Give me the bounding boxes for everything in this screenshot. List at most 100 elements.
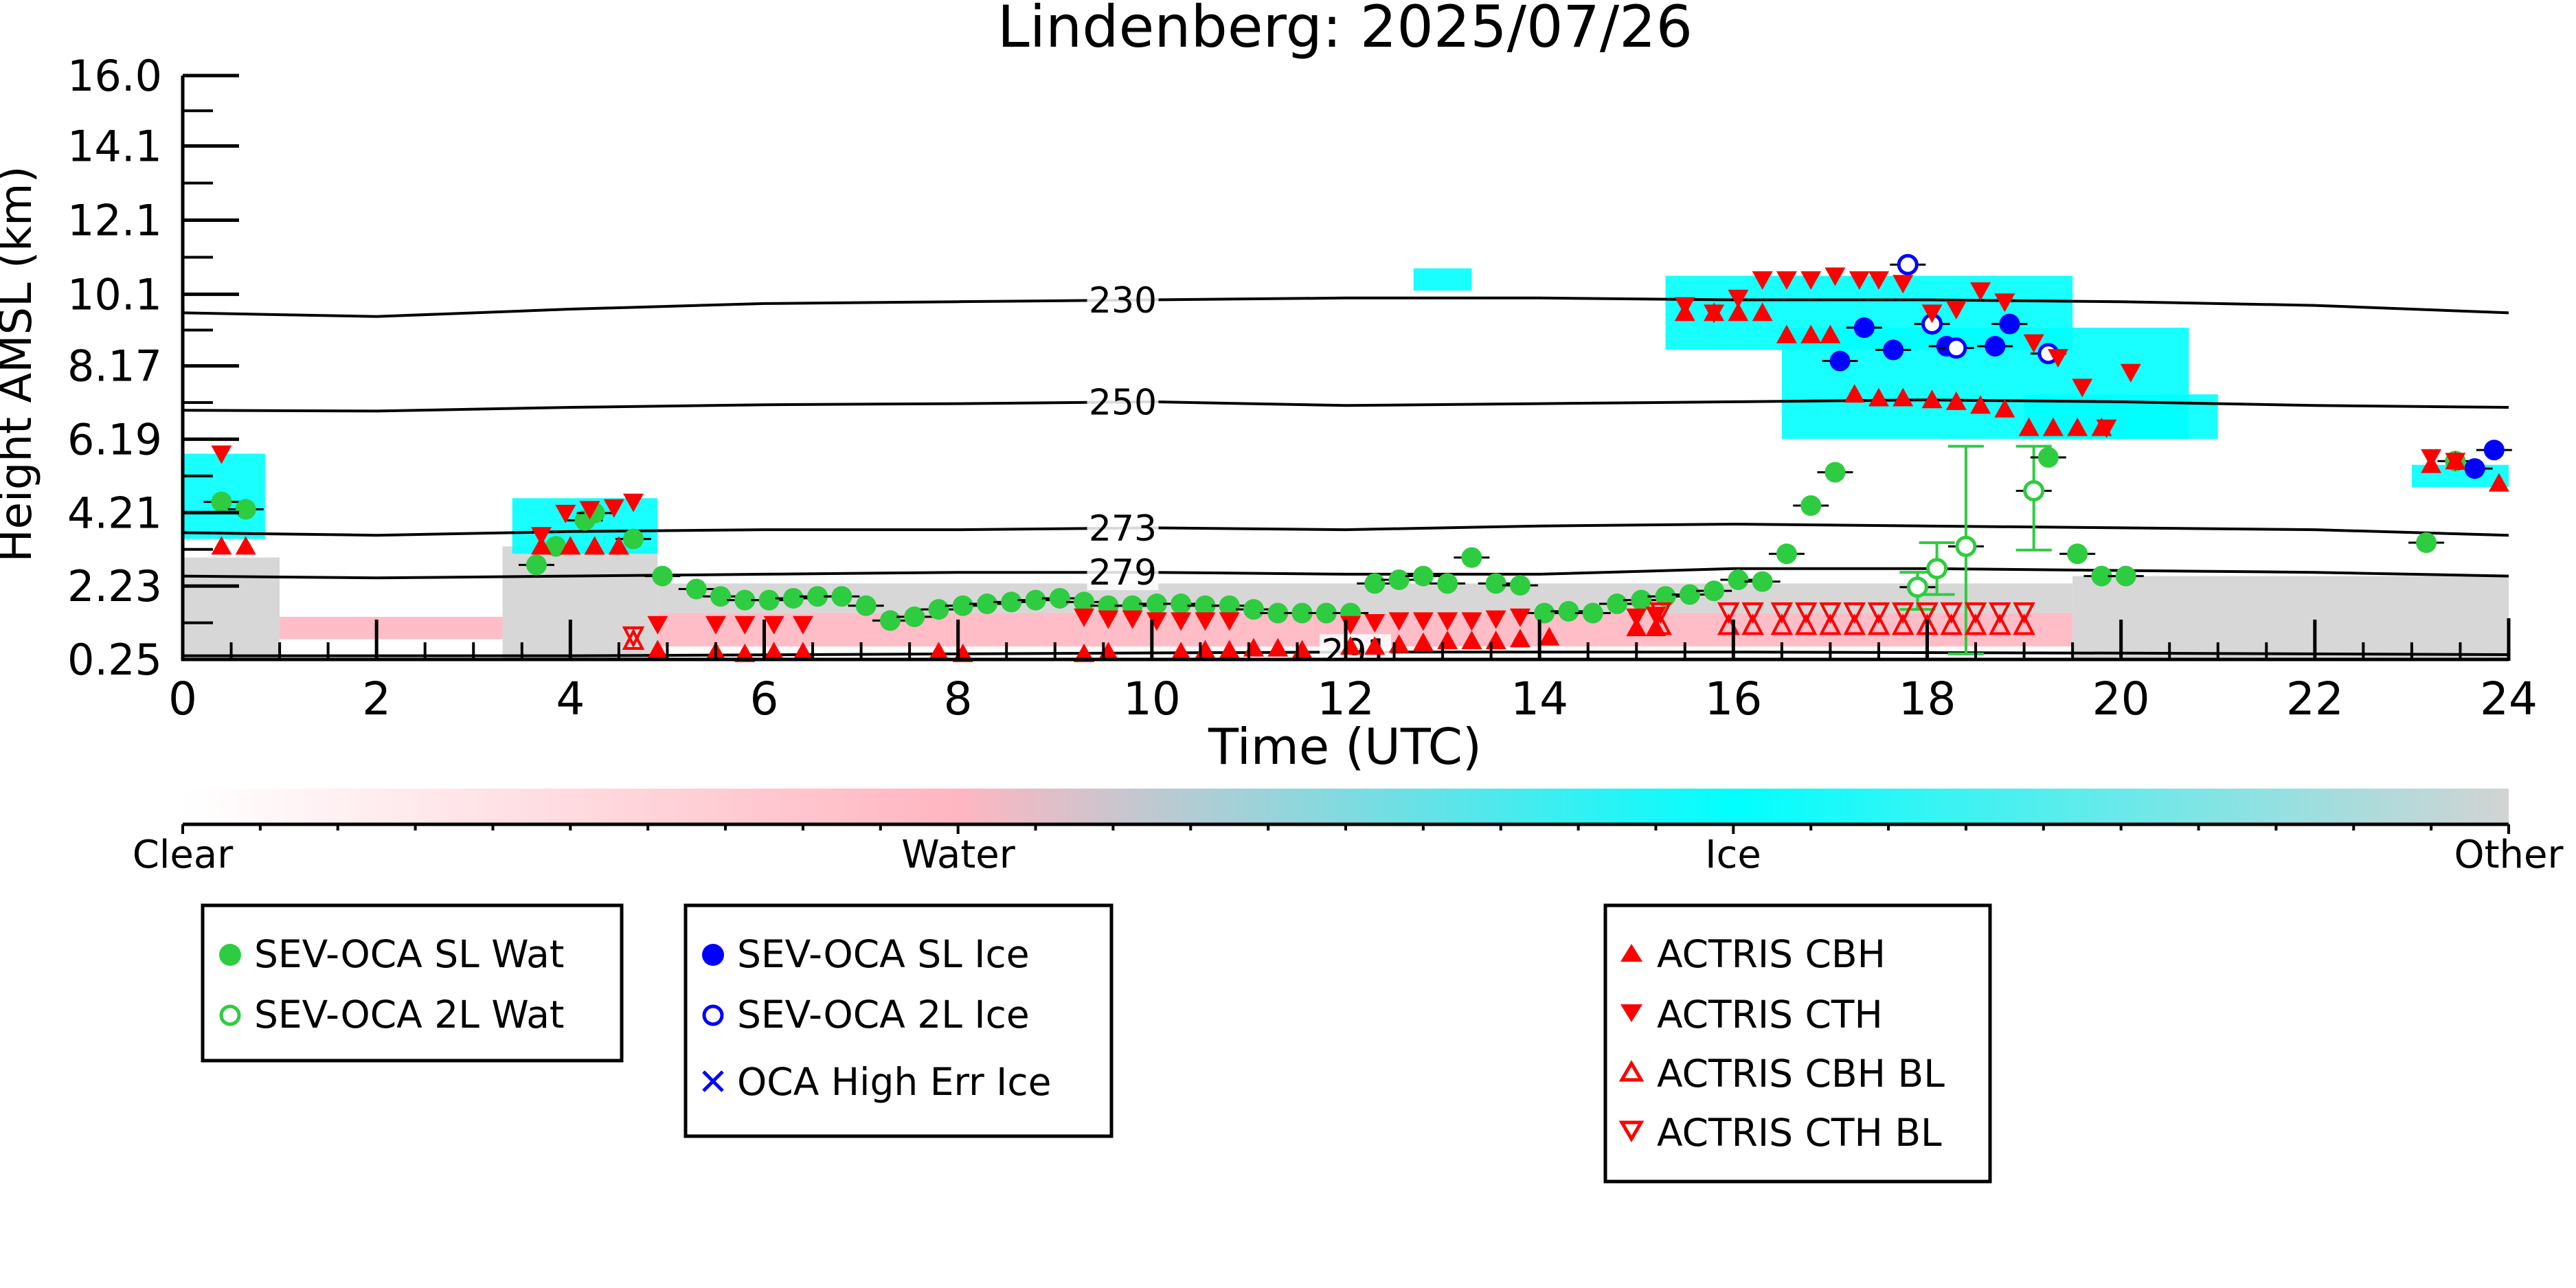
point-sev-oca-sl-wat-19: [952, 595, 973, 616]
point-actris-cth-26: [1626, 608, 1647, 627]
legend-ice-frame: [683, 903, 1114, 1138]
point-sev-oca-sl-wat-10: [734, 589, 756, 611]
point-actris-cbh-bl-6: [1819, 613, 1842, 635]
legend-label-cth-bl: ACTRIS CTH BL: [1657, 1111, 1942, 1155]
point-actris-cth-19: [1364, 614, 1386, 633]
point-actris-cbh-48: [2067, 417, 2088, 436]
point-actris-cth-bl-1: [1649, 602, 1672, 624]
point-actris-cth-43: [2047, 349, 2068, 368]
point-actris-cth-bl-13: [1989, 602, 2011, 624]
cloud-region-other: [2072, 576, 2509, 659]
point-actris-cth-42: [2023, 334, 2044, 353]
y-tick-label-2.23: 2.23: [67, 561, 162, 611]
point-actris-cbh-44: [1970, 395, 1991, 414]
point-sev-oca-sl-wat-24: [1074, 591, 1095, 613]
point-actris-cth-bl-9: [1891, 602, 1914, 624]
point-actris-cbh-bl-14: [2013, 613, 2035, 635]
legend-marker-2l-ice: [702, 1004, 724, 1026]
point-actris-cth-bl-0: [622, 626, 645, 648]
point-actris-cbh-bl-0: [622, 628, 645, 651]
point-actris-cbh-bl-1: [1649, 613, 1672, 635]
y-tick-label-16.0: 16.0: [67, 51, 162, 101]
legend-ice: SEV-OCA SL Ice SEV-OCA 2L Ice OCA High E…: [683, 903, 1114, 1138]
legend-water: SEV-OCA SL Wat SEV-OCA 2L Wat: [201, 903, 624, 1063]
point-actris-cth-48: [2445, 453, 2466, 472]
point-actris-cbh-45: [1994, 398, 2015, 418]
point-actris-cth-bl-11: [1940, 602, 1963, 624]
colorbar-ticks: [181, 824, 2510, 834]
contour-label-273: 273: [1089, 508, 1157, 550]
point-sev-oca-sl-ice-7: [2483, 440, 2505, 461]
point-sev-oca-sl-wat-48: [1655, 586, 1676, 607]
point-actris-cbh-26: [1461, 631, 1482, 650]
point-actris-cth-4: [603, 499, 624, 518]
contour-label-230: 230: [1089, 280, 1157, 321]
legend-label-2l-ice: SEV-OCA 2L Ice: [737, 993, 1030, 1037]
point-sev-oca-sl-wat-41: [1485, 573, 1506, 594]
y-axis-label: Height AMSL (km): [0, 166, 42, 563]
contour-label-bg-279: [1087, 554, 1159, 591]
point-actris-cth-7: [705, 615, 726, 635]
point-actris-cbh-1: [235, 536, 256, 555]
legend-marker-high-err-ice: [702, 1070, 724, 1092]
point-actris-cth-12: [1098, 610, 1119, 629]
legend-marker-cth-bl: [1618, 1120, 1645, 1142]
point-sev-oca-sl-wat-42: [1509, 575, 1530, 596]
point-actris-cbh-3: [560, 536, 581, 555]
contour-label-250: 250: [1089, 382, 1157, 423]
point-actris-cth-5: [623, 493, 644, 512]
point-actris-cth-35: [1849, 271, 1870, 290]
point-actris-cbh-52: [2488, 473, 2509, 492]
point-actris-cbh-bl-7: [1843, 613, 1866, 635]
point-actris-cth-bl-12: [1964, 602, 1987, 624]
point-sev-oca-sl-wat-33: [1291, 602, 1313, 624]
point-sev-oca-sl-ice-2: [1883, 339, 1904, 361]
point-actris-cth-36: [1868, 271, 1889, 290]
cloud-region-water: [657, 613, 1443, 647]
point-actris-cth-25: [1509, 608, 1530, 627]
point-actris-cth-21: [1412, 612, 1434, 631]
point-sev-oca-sl-wat-12: [782, 587, 804, 609]
point-actris-cth-bl-2: [1717, 602, 1740, 624]
point-actris-cth-bl-4: [1770, 602, 1794, 624]
point-actris-cth-8: [734, 615, 756, 635]
point-sev-oca-sl-ice-4: [1985, 335, 2006, 357]
x-tick-label-14: 14: [1511, 673, 1568, 725]
point-sev-oca-sl-wat-44: [1558, 600, 1579, 622]
point-sev-oca-sl-wat-22: [1025, 589, 1046, 611]
y-tick-label-8.17: 8.17: [67, 341, 162, 392]
x-tick-label-0: 0: [168, 673, 197, 725]
point-actris-cth-11: [1074, 608, 1095, 627]
point-actris-cth-22: [1437, 612, 1458, 631]
point-sev-oca-2l-wat-1: [1926, 558, 1948, 580]
x-tick-label-22: 22: [2286, 673, 2344, 725]
point-sev-oca-sl-wat-34: [1315, 602, 1337, 624]
x-tick-label-12: 12: [1317, 673, 1375, 725]
point-actris-cbh-5: [608, 536, 629, 555]
point-sev-oca-sl-wat-45: [1582, 602, 1603, 624]
point-actris-cth-40: [1970, 282, 1991, 302]
point-actris-cbh-4: [584, 536, 605, 555]
point-actris-cth-34: [1824, 267, 1846, 286]
point-actris-cbh-37: [1800, 324, 1822, 343]
legend-marker-cth: [1620, 1004, 1642, 1022]
point-actris-cbh-bl-9: [1891, 613, 1914, 635]
colorbar-label-clear: Clear: [133, 833, 234, 877]
x-tick-label-18: 18: [1899, 673, 1956, 725]
point-sev-oca-sl-wat-15: [855, 595, 877, 616]
point-actris-cbh-bl-5: [1794, 613, 1818, 635]
point-actris-cth-3: [579, 501, 600, 520]
legend-marker-sl-ice: [702, 944, 724, 966]
point-actris-cth-0: [211, 445, 232, 464]
point-sev-oca-sl-wat-30: [1219, 595, 1240, 616]
x-axis-label: Time (UTC): [1208, 718, 1482, 776]
point-actris-cth-bl-5: [1794, 602, 1818, 624]
legend-actris-frame: [1603, 903, 1992, 1184]
colorbar-label-water: Water: [901, 833, 1016, 877]
point-sev-oca-sl-wat-11: [758, 589, 780, 611]
colorbar-label-ice: Ice: [1705, 833, 1761, 877]
point-sev-oca-sl-wat-3: [545, 536, 567, 557]
point-sev-oca-sl-wat-38: [1412, 565, 1434, 587]
point-actris-cbh-41: [1893, 387, 1914, 407]
